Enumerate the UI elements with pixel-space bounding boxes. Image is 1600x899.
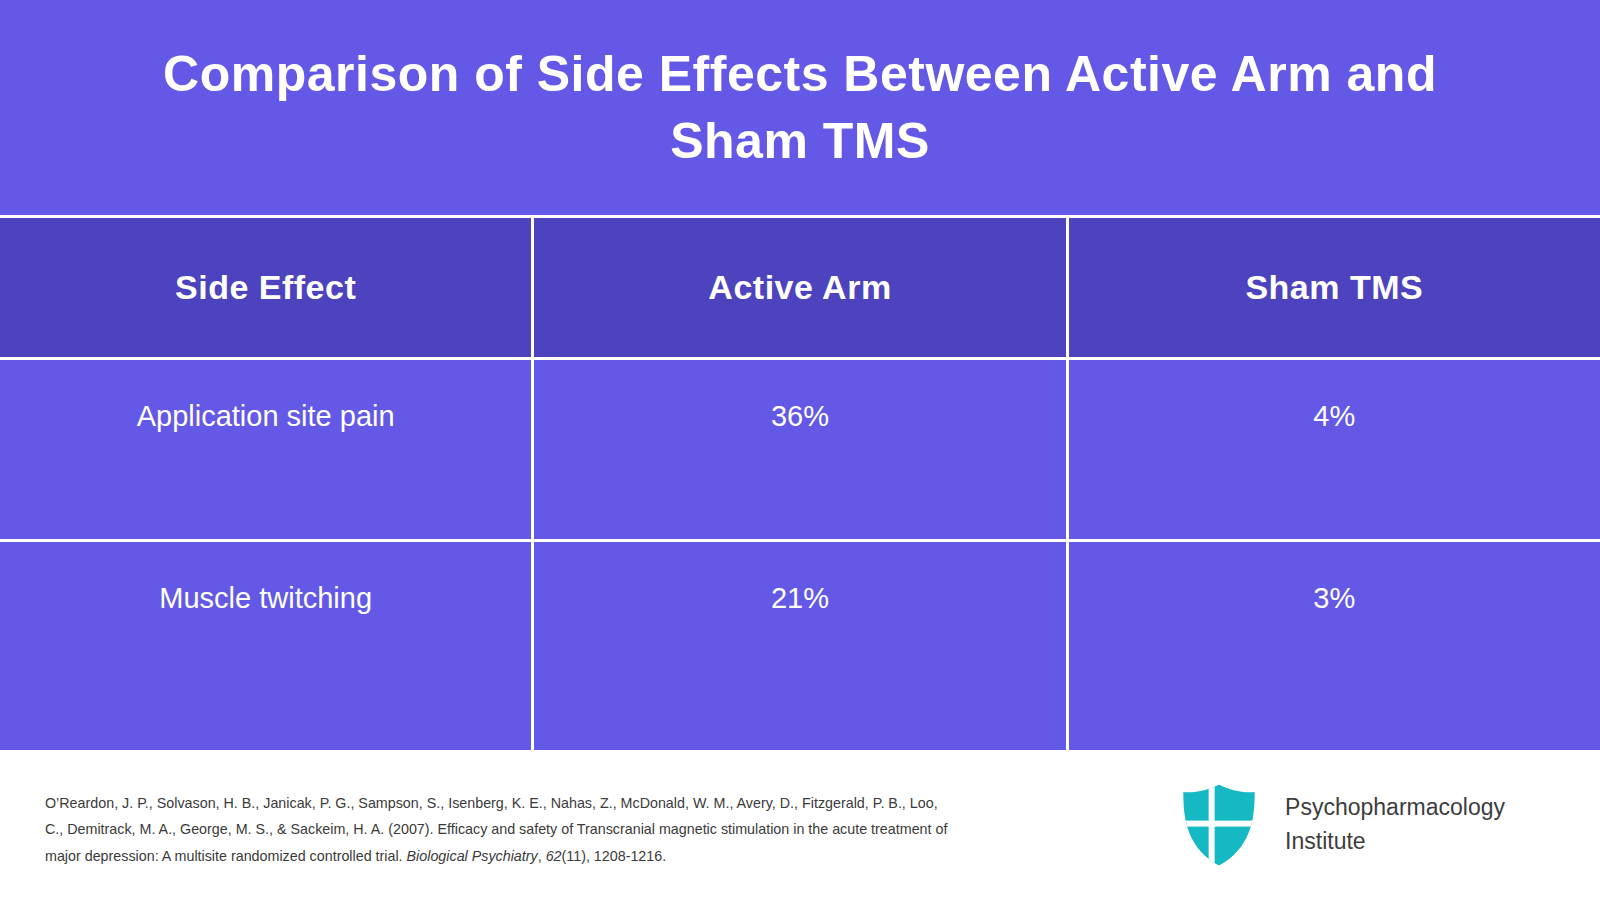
side-effects-table: Side Effect Active Arm Sham TMS Applicat… bbox=[0, 215, 1600, 750]
citation-separator: , bbox=[538, 848, 546, 864]
citation-volume: 62 bbox=[546, 848, 562, 864]
column-header-sham-tms: Sham TMS bbox=[1069, 218, 1600, 357]
column-header-side-effect: Side Effect bbox=[0, 218, 531, 357]
citation-pages: (11), 1208-1216. bbox=[562, 848, 667, 864]
column-header-active-arm: Active Arm bbox=[534, 218, 1065, 357]
cell-row1-side-effect: Application site pain bbox=[0, 360, 531, 539]
cell-row1-active-arm: 36% bbox=[534, 360, 1065, 539]
logo-text-line2: Institute bbox=[1285, 825, 1505, 858]
page-title: Comparison of Side Effects Between Activ… bbox=[135, 41, 1465, 175]
citation: O’Reardon, J. P., Solvason, H. B., Janic… bbox=[45, 790, 955, 868]
cell-row2-active-arm: 21% bbox=[534, 542, 1065, 750]
logo-text-line1: Psychopharmacology bbox=[1285, 791, 1505, 824]
citation-journal: Biological Psychiatry bbox=[407, 848, 538, 864]
institute-logo: Psychopharmacology Institute bbox=[1179, 782, 1505, 868]
footer: O’Reardon, J. P., Solvason, H. B., Janic… bbox=[0, 750, 1600, 899]
infographic-slide: Comparison of Side Effects Between Activ… bbox=[0, 0, 1600, 899]
cell-row1-sham-tms: 4% bbox=[1069, 360, 1600, 539]
logo-text: Psychopharmacology Institute bbox=[1285, 791, 1505, 858]
shield-cross-icon bbox=[1179, 782, 1259, 868]
hero-section: Comparison of Side Effects Between Activ… bbox=[0, 0, 1600, 750]
cell-row2-sham-tms: 3% bbox=[1069, 542, 1600, 750]
cell-row2-side-effect: Muscle twitching bbox=[0, 542, 531, 750]
title-band: Comparison of Side Effects Between Activ… bbox=[0, 0, 1600, 215]
